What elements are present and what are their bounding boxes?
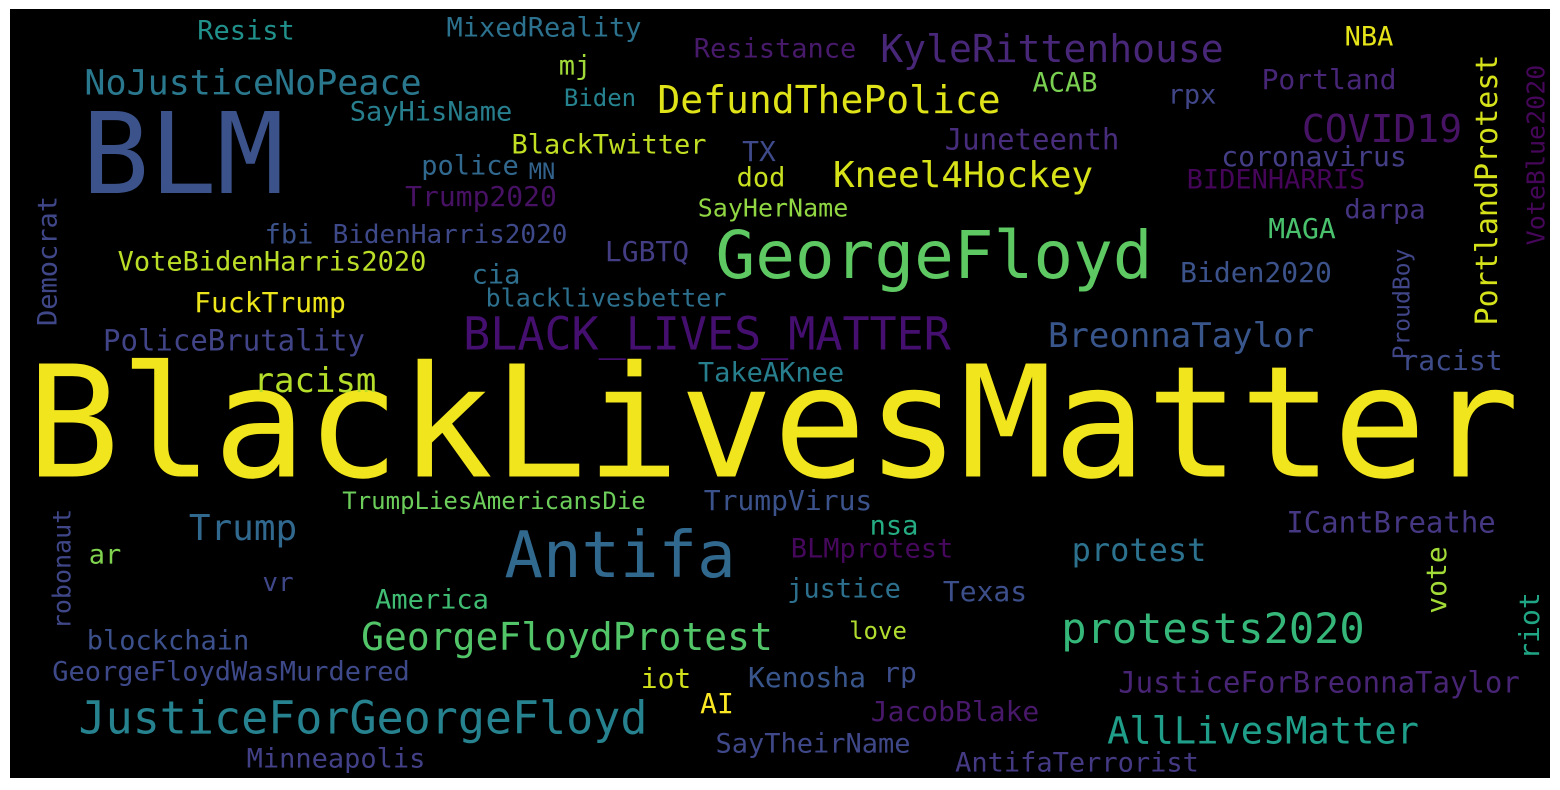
word-america: America [375,584,489,616]
word-portland: Portland [1261,63,1397,96]
word-darpa: darpa [1344,194,1426,226]
word-kenosha: Kenosha [747,661,867,694]
word-blm: BLM [81,90,285,220]
word-antifa: Antifa [504,519,736,593]
word-protest: protest [1071,531,1207,569]
word-justice: justice [787,573,901,605]
word-minneapolis: Minneapolis [246,743,426,775]
word-dod: dod [736,162,786,194]
word-alllivesmatter: AllLivesMatter [1107,709,1419,753]
word-trumpliesamericansdie: TrumpLiesAmericansDie [342,487,646,515]
word-racism: racism [253,361,377,401]
word-trump: Trump [188,508,298,549]
word-cia: cia [471,259,521,291]
word-resistance: Resistance [693,33,857,65]
word-nojusticenopeace: NoJusticeNoPeace [84,63,422,104]
word-mn: MN [528,160,556,185]
word-fucktrump: FuckTrump [194,286,346,319]
word-trump2020: Trump2020 [405,180,557,213]
word-ar: ar [88,539,122,571]
word-love: love [849,617,907,645]
word-voteblue2020: VoteBlue2020 [1521,64,1551,246]
word-bidenharris: BIDENHARRIS [1186,164,1366,196]
word-racist: racist [1401,344,1503,377]
word-defundthepolice: DefundThePolice [657,78,1001,122]
word-mixedreality: MixedReality [446,12,642,44]
word-rpx: rpx [1167,79,1217,111]
word-lgbtq: LGBTQ [604,235,690,268]
word-cloud: BlackLivesMatter BLM GeorgeFloyd Antifa … [10,9,1550,778]
word-juneteenth: Juneteenth [944,122,1120,157]
word-georgefloydwasmurdered: GeorgeFloydWasMurdered [52,656,410,688]
word-nba: NBA [1344,21,1394,53]
word-vote: vote [1420,546,1453,614]
word-protests2020: protests2020 [1061,604,1365,653]
word-georgefloyd: GeorgeFloyd [715,217,1153,294]
word-fbi: fbi [264,219,314,251]
word-resist: Resist [197,15,295,47]
word-justiceforbreonnataylor: JusticeForBreonnaTaylor [1118,665,1520,700]
word-georgefloydprotest: GeorgeFloydProtest [361,615,773,659]
word-biden: Biden [563,84,637,112]
word-portlandprotest: PortlandProtest [1470,54,1505,326]
word-blmprotest: BLMprotest [790,533,954,565]
word-icantbreathe: ICantBreathe [1286,505,1496,540]
word-saytheirname: SayTheirName [715,728,911,760]
word-democrat: Democrat [32,195,64,327]
word-texas: Texas [942,575,1028,608]
word-blacklivesbetter: blacklivesbetter [485,283,727,313]
word-trumpvirus: TrumpVirus [703,484,873,517]
word-rp: rp [883,656,917,689]
word-biden2020: Biden2020 [1180,256,1332,289]
word-bidenharris2020: BidenHarris2020 [332,220,568,250]
word-blacklivesmatter: BlackLivesMatter [26,332,1520,514]
word-robonaut: robonaut [47,508,77,630]
word-votebidenharris2020: VoteBidenHarris2020 [117,246,427,278]
word-sayhisname: SayHisName [349,96,513,128]
word-blockchain: blockchain [86,625,250,657]
word-kylerittenhouse: KyleRittenhouse [880,27,1224,71]
word-black-lives-matter: BLACK_LIVES_MATTER [463,307,951,361]
word-acab: ACAB [1032,67,1098,99]
word-mj: mj [558,50,592,82]
word-blacktwitter: BlackTwitter [511,129,707,161]
word-ai: AI [700,687,734,720]
word-takeaknee: TakeAKnee [697,357,845,389]
word-antifaterrorist: AntifaTerrorist [955,747,1199,778]
word-nsa: nsa [869,510,919,542]
word-policebrutality: PoliceBrutality [103,323,365,358]
word-vr: vr [262,568,294,598]
word-covid19: COVID19 [1301,107,1463,151]
word-iot: iot [640,662,692,695]
word-police: police [421,150,519,182]
word-maga: MAGA [1268,212,1336,245]
word-proudboy: ProudBoy [1389,248,1416,360]
word-breonnataylor: BreonnaTaylor [1047,316,1315,356]
word-sayhername: SayHerName [697,193,849,223]
word-justiceforgeorgefloyd: JusticeForGeorgeFloyd [78,691,648,745]
word-kneel4hockey: Kneel4Hockey [832,155,1094,196]
word-coronavirus: coronavirus [1221,140,1407,173]
word-tx: TX [742,135,776,168]
word-riot: riot [1513,592,1546,660]
word-jacobblake: JacobBlake [870,695,1040,728]
